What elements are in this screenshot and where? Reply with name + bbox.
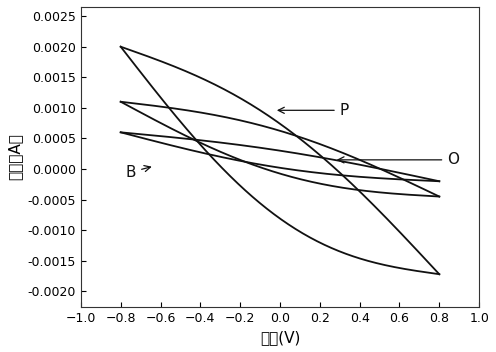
- X-axis label: 电位(V): 电位(V): [260, 330, 300, 345]
- Text: O: O: [338, 152, 459, 167]
- Text: P: P: [278, 103, 349, 118]
- Y-axis label: 电流（A）: 电流（A）: [7, 133, 22, 180]
- Text: B: B: [125, 165, 150, 180]
